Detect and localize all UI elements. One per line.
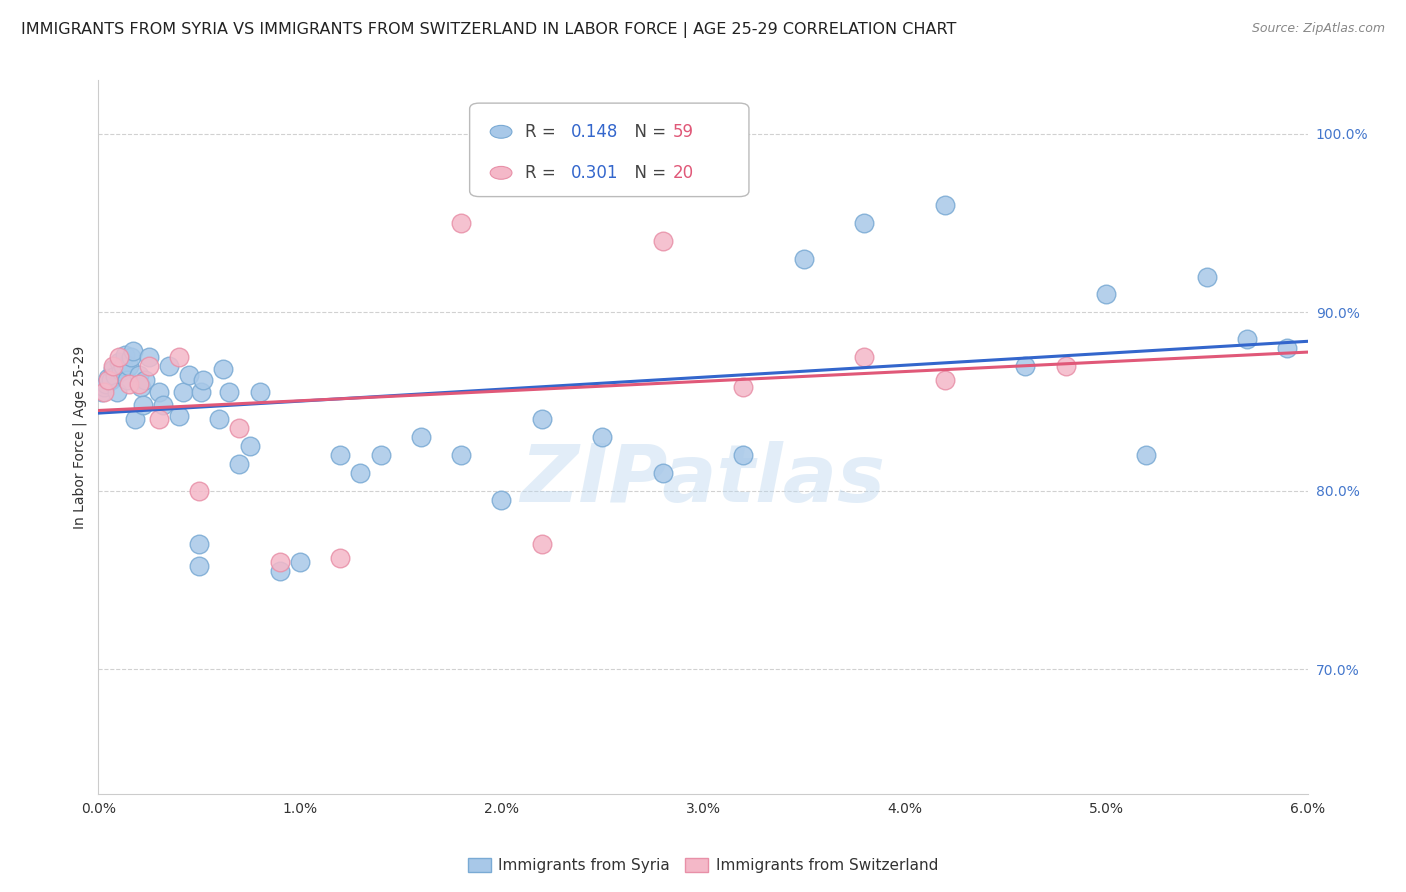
Point [370, 448, 392, 462]
Text: R =: R = [526, 123, 561, 141]
Point [1135, 448, 1157, 462]
Point [934, 373, 956, 387]
Point [651, 234, 673, 248]
Point [120, 350, 142, 364]
Point [1095, 287, 1118, 301]
Point [530, 412, 553, 426]
Point [853, 350, 876, 364]
Point [110, 364, 132, 378]
Point [93, 385, 115, 400]
Point [167, 409, 190, 423]
Point [179, 368, 201, 382]
Point [132, 398, 155, 412]
FancyBboxPatch shape [470, 103, 749, 196]
Point [591, 430, 613, 444]
Point [111, 359, 134, 373]
Point [100, 373, 122, 387]
Point [134, 373, 156, 387]
Point [228, 457, 250, 471]
Point [450, 216, 472, 230]
Point [93, 380, 115, 394]
Point [118, 359, 141, 373]
Point [97, 373, 120, 387]
Point [101, 362, 124, 376]
Text: 20: 20 [672, 164, 695, 182]
Point [239, 439, 262, 453]
Text: ZIPatlas: ZIPatlas [520, 441, 886, 519]
Point [172, 385, 194, 400]
Text: N =: N = [624, 164, 672, 182]
Circle shape [491, 126, 512, 138]
Point [329, 448, 352, 462]
Point [269, 555, 291, 569]
Point [97, 371, 120, 385]
Point [124, 412, 146, 426]
Point [530, 537, 553, 551]
Point [101, 359, 124, 373]
Point [114, 348, 136, 362]
Text: 0.148: 0.148 [571, 123, 619, 141]
Point [329, 551, 352, 566]
Point [128, 376, 150, 391]
Point [409, 430, 432, 444]
Point [269, 564, 291, 578]
Point [349, 466, 371, 480]
Point [129, 380, 152, 394]
Legend: Immigrants from Syria, Immigrants from Switzerland: Immigrants from Syria, Immigrants from S… [461, 852, 945, 879]
Point [1014, 359, 1036, 373]
Point [193, 373, 215, 387]
Point [190, 385, 212, 400]
Point [793, 252, 815, 266]
Point [167, 350, 190, 364]
Point [450, 448, 472, 462]
Point [107, 355, 129, 369]
Text: 59: 59 [672, 123, 693, 141]
Point [91, 385, 114, 400]
Point [188, 483, 211, 498]
Point [212, 362, 235, 376]
Point [148, 385, 170, 400]
Text: R =: R = [526, 164, 561, 182]
Point [128, 368, 150, 382]
Point [157, 359, 180, 373]
Point [105, 385, 128, 400]
Point [733, 380, 755, 394]
Point [138, 350, 160, 364]
Point [118, 376, 141, 391]
Point [1195, 269, 1218, 284]
Point [107, 350, 129, 364]
Point [934, 198, 956, 212]
Point [853, 216, 876, 230]
Point [138, 359, 160, 373]
Point [288, 555, 311, 569]
Point [218, 385, 240, 400]
Point [491, 492, 513, 507]
Point [249, 385, 271, 400]
Point [115, 373, 138, 387]
Point [733, 448, 755, 462]
Text: N =: N = [624, 123, 672, 141]
Text: IMMIGRANTS FROM SYRIA VS IMMIGRANTS FROM SWITZERLAND IN LABOR FORCE | AGE 25-29 : IMMIGRANTS FROM SYRIA VS IMMIGRANTS FROM… [21, 22, 956, 38]
Point [188, 537, 211, 551]
Circle shape [491, 167, 512, 179]
Point [208, 412, 231, 426]
Point [1054, 359, 1077, 373]
Point [148, 412, 170, 426]
Point [651, 466, 673, 480]
Y-axis label: In Labor Force | Age 25-29: In Labor Force | Age 25-29 [73, 345, 87, 529]
Text: 0.301: 0.301 [571, 164, 619, 182]
Point [96, 376, 118, 391]
Point [188, 558, 211, 573]
Point [1236, 332, 1258, 346]
Point [103, 369, 125, 384]
Point [228, 421, 250, 435]
Text: Source: ZipAtlas.com: Source: ZipAtlas.com [1251, 22, 1385, 36]
Point [121, 344, 143, 359]
Point [1277, 341, 1299, 355]
Point [152, 398, 174, 412]
